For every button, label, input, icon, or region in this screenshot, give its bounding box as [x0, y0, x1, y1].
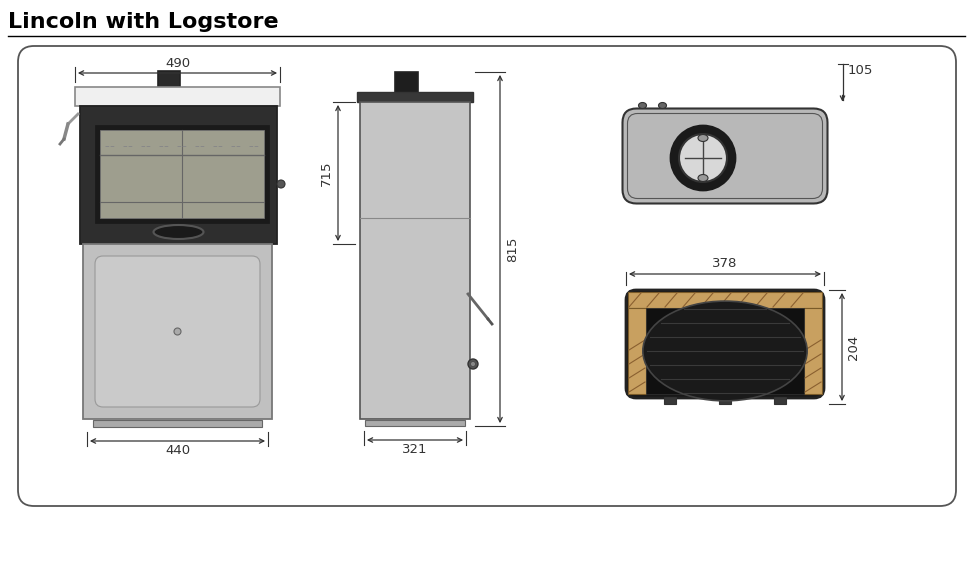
Bar [395, 72, 418, 94]
Bar [664, 397, 676, 404]
Bar [365, 420, 465, 426]
Circle shape [277, 180, 285, 188]
Text: Lincoln with Logstore: Lincoln with Logstore [8, 12, 278, 32]
Ellipse shape [153, 225, 203, 239]
Bar [93, 420, 262, 427]
Bar [357, 92, 473, 102]
Text: 378: 378 [712, 257, 738, 270]
FancyBboxPatch shape [622, 108, 828, 204]
Bar [80, 106, 277, 244]
Text: 815: 815 [506, 236, 519, 262]
Text: 105: 105 [847, 64, 872, 76]
Bar [83, 244, 272, 419]
Bar [804, 308, 822, 394]
Bar [158, 71, 180, 87]
Bar [628, 292, 822, 308]
Bar [646, 308, 804, 394]
Ellipse shape [698, 174, 708, 181]
Circle shape [671, 126, 735, 190]
Text: 321: 321 [403, 443, 428, 456]
Ellipse shape [639, 103, 647, 108]
Bar [100, 130, 264, 218]
Bar [75, 87, 280, 106]
Circle shape [679, 134, 727, 182]
Ellipse shape [698, 134, 708, 142]
Text: 204: 204 [847, 335, 860, 360]
Ellipse shape [658, 103, 666, 108]
Bar [628, 308, 646, 394]
Text: 715: 715 [320, 160, 333, 186]
Ellipse shape [643, 301, 807, 401]
Circle shape [468, 359, 478, 369]
Circle shape [471, 362, 476, 367]
FancyBboxPatch shape [95, 256, 260, 407]
FancyBboxPatch shape [626, 290, 824, 398]
Bar [360, 102, 470, 419]
Bar [774, 397, 786, 404]
Bar [719, 397, 731, 404]
Bar [96, 126, 268, 222]
Text: 490: 490 [165, 57, 191, 70]
Text: 440: 440 [165, 444, 191, 457]
Circle shape [174, 328, 181, 335]
